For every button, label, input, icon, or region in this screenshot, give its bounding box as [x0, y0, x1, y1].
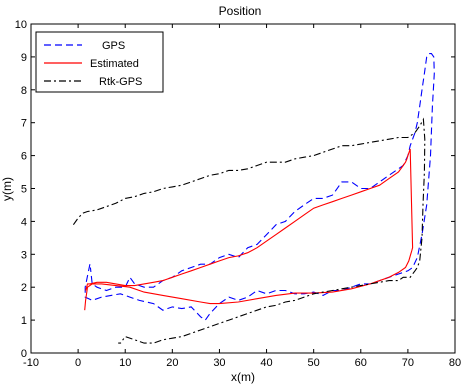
series-line-gps [84, 53, 435, 321]
series-line-rtk-gps [72, 117, 426, 344]
y-tick-label: 5 [21, 184, 27, 196]
series-layer [72, 53, 435, 344]
legend-label-rtk-gps: Rtk-GPS [99, 76, 142, 88]
y-tick-label: 1 [21, 315, 27, 327]
legend: GPS Estimated Rtk-GPS [35, 31, 164, 93]
x-tick-label: 50 [308, 357, 320, 369]
x-tick-label: -10 [23, 357, 39, 369]
x-axis-label: x(m) [231, 370, 255, 384]
chart-title: Position [219, 4, 262, 18]
x-tick-label: 40 [260, 357, 272, 369]
y-axis-label: y(m) [0, 177, 14, 201]
legend-label-estimated: Estimated [90, 58, 139, 70]
x-tick-label: 0 [75, 357, 81, 369]
y-tick-label: 8 [21, 85, 27, 97]
y-tick-label: 2 [21, 282, 27, 294]
y-tick-label: 3 [21, 249, 27, 261]
series-line-estimated [84, 148, 414, 311]
legend-label-gps: GPS [102, 40, 125, 52]
y-tick-label: 9 [21, 52, 27, 64]
x-tick-label: 60 [355, 357, 367, 369]
x-tick-label: 70 [402, 357, 414, 369]
y-tick-label: 0 [21, 348, 27, 360]
x-tick-label: 20 [166, 357, 178, 369]
y-tick-label: 7 [21, 118, 27, 130]
y-tick-label: 4 [21, 216, 27, 228]
y-tick-label: 10 [15, 19, 27, 31]
legend-box [35, 31, 164, 93]
x-tick-label: 80 [449, 357, 461, 369]
y-tick-label: 6 [21, 151, 27, 163]
x-tick-label: 30 [213, 357, 225, 369]
x-tick-label: 10 [119, 357, 131, 369]
